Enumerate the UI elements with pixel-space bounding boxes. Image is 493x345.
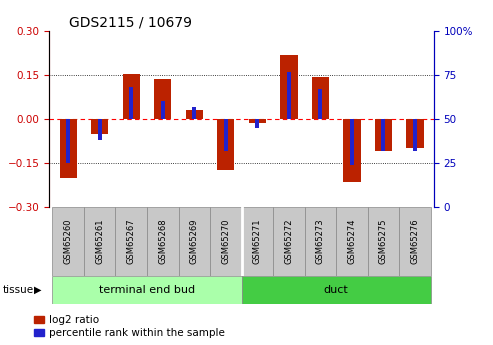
Bar: [129, 87, 133, 119]
Text: terminal end bud: terminal end bud: [99, 285, 195, 295]
Bar: [98, 119, 102, 140]
Bar: [375, 119, 392, 151]
Bar: [287, 71, 291, 119]
Text: GSM65267: GSM65267: [127, 219, 136, 264]
Bar: [273, 207, 305, 276]
Bar: [312, 77, 329, 119]
Bar: [147, 207, 178, 276]
Bar: [192, 107, 196, 119]
Bar: [217, 119, 235, 170]
Bar: [210, 207, 242, 276]
Bar: [406, 119, 423, 148]
Bar: [368, 207, 399, 276]
Bar: [255, 119, 259, 128]
Bar: [382, 119, 386, 151]
Bar: [336, 207, 368, 276]
Text: GSM65269: GSM65269: [190, 219, 199, 264]
Text: GSM65270: GSM65270: [221, 219, 230, 264]
Bar: [242, 276, 431, 304]
Text: duct: duct: [324, 285, 349, 295]
Text: ▶: ▶: [34, 285, 41, 295]
Bar: [343, 119, 360, 182]
Bar: [318, 89, 322, 119]
Text: GSM65274: GSM65274: [348, 219, 356, 264]
Bar: [154, 79, 172, 119]
Text: GSM65276: GSM65276: [411, 219, 420, 264]
Bar: [60, 119, 77, 178]
Bar: [161, 101, 165, 119]
Bar: [224, 119, 228, 151]
Bar: [399, 207, 431, 276]
Text: GSM65268: GSM65268: [158, 219, 167, 264]
Bar: [115, 207, 147, 276]
Bar: [413, 119, 417, 151]
Text: GSM65275: GSM65275: [379, 219, 388, 264]
Bar: [52, 207, 84, 276]
Text: GSM65271: GSM65271: [253, 219, 262, 264]
Bar: [305, 207, 336, 276]
Bar: [123, 73, 140, 119]
Bar: [91, 119, 108, 134]
Bar: [84, 207, 115, 276]
Text: GSM65272: GSM65272: [284, 219, 293, 264]
Bar: [66, 119, 70, 163]
Text: GDS2115 / 10679: GDS2115 / 10679: [69, 16, 191, 30]
Text: GSM65260: GSM65260: [64, 219, 72, 264]
Bar: [350, 119, 354, 165]
Bar: [280, 55, 297, 119]
Bar: [248, 119, 266, 124]
Text: tissue: tissue: [2, 285, 34, 295]
Bar: [186, 110, 203, 119]
Bar: [178, 207, 210, 276]
Bar: [52, 276, 242, 304]
Bar: [242, 207, 273, 276]
Legend: log2 ratio, percentile rank within the sample: log2 ratio, percentile rank within the s…: [30, 310, 229, 342]
Text: GSM65261: GSM65261: [95, 219, 104, 264]
Text: GSM65273: GSM65273: [316, 219, 325, 264]
